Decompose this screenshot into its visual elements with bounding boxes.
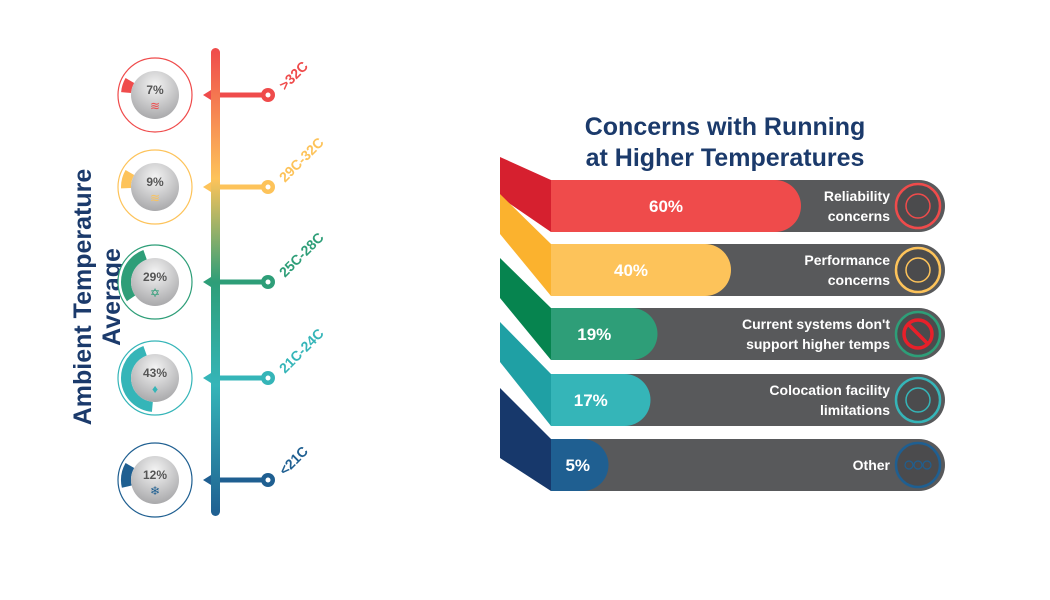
temperature-chart: 7% ≋ >32C 9% ≋ 29C-32C 29% ✡ 25C-28C 43% ♦ 21C-24C 1… bbox=[117, 48, 327, 518]
bar-fill bbox=[551, 308, 658, 360]
connector bbox=[220, 92, 264, 98]
dot bbox=[922, 460, 932, 470]
dot bbox=[913, 460, 923, 470]
connector bbox=[220, 279, 264, 285]
bar-category-label: Current systems don't bbox=[742, 316, 890, 332]
bar-value-label: 5% bbox=[565, 456, 590, 475]
value-disc bbox=[131, 354, 179, 402]
bar-value-label: 19% bbox=[577, 325, 611, 344]
bar-value-label: 40% bbox=[614, 261, 648, 280]
timeline-bar bbox=[211, 48, 220, 516]
bar-category-label: concerns bbox=[828, 208, 890, 224]
value-disc bbox=[131, 258, 179, 306]
handshake-icon bbox=[894, 182, 942, 230]
ribbon-fold bbox=[500, 157, 551, 232]
value-label: 9% bbox=[146, 175, 164, 189]
pointer-arrow bbox=[203, 373, 211, 383]
bar-category-label: concerns bbox=[828, 272, 890, 288]
ribbon-fold bbox=[500, 388, 551, 491]
bar-track bbox=[551, 374, 945, 426]
bar-fill bbox=[551, 244, 731, 296]
value-disc bbox=[131, 71, 179, 119]
prohibit-circle bbox=[902, 318, 934, 350]
title-line-2: at Higher Temperatures bbox=[585, 144, 865, 172]
water-drop-icon: ♦ bbox=[152, 382, 158, 396]
bar-category-label: Reliability bbox=[824, 188, 890, 204]
more-dots-icon bbox=[894, 441, 942, 489]
bar-track bbox=[551, 439, 945, 491]
icon-glyph bbox=[905, 387, 931, 413]
connector bbox=[220, 184, 264, 190]
factory-thermometer-icon bbox=[894, 376, 942, 424]
bar-category-label: support higher temps bbox=[746, 336, 890, 352]
icon-glyph bbox=[905, 193, 931, 219]
temperature-range-label: 21C-24C bbox=[276, 325, 327, 376]
bar-value-label: 60% bbox=[649, 197, 683, 216]
value-label: 12% bbox=[143, 468, 167, 482]
percentage-arc bbox=[121, 463, 135, 488]
pointer-arrow bbox=[203, 277, 211, 287]
pointer-arrow bbox=[203, 90, 211, 100]
value-disc bbox=[131, 456, 179, 504]
pin-hole bbox=[265, 279, 271, 285]
connector bbox=[220, 477, 264, 483]
sun-icon: ✡ bbox=[150, 286, 160, 300]
ribbon-fold bbox=[500, 258, 551, 360]
percentage-arc bbox=[121, 346, 154, 412]
bar-category-label: Other bbox=[853, 457, 891, 473]
pin-hole bbox=[265, 184, 271, 190]
prohibit-slash bbox=[906, 322, 930, 346]
no-server-icon bbox=[894, 310, 942, 358]
percentage-arc bbox=[121, 250, 148, 302]
pin-hole bbox=[265, 477, 271, 483]
temperature-range-label: <21C bbox=[276, 443, 311, 478]
bar-fill bbox=[551, 374, 651, 426]
ribbon-fold bbox=[500, 322, 551, 426]
bar-fill bbox=[551, 439, 609, 491]
bar-category-label: limitations bbox=[820, 402, 890, 418]
speedometer-check-icon bbox=[894, 246, 942, 294]
bar-value-label: 17% bbox=[574, 391, 608, 410]
heat-waves-icon: ≋ bbox=[150, 99, 160, 113]
pointer-arrow bbox=[203, 182, 211, 192]
value-label: 29% bbox=[143, 270, 167, 284]
value-label: 43% bbox=[143, 366, 167, 380]
pin-hole bbox=[265, 375, 271, 381]
temperature-range-label: 25C-28C bbox=[276, 229, 327, 280]
connector bbox=[220, 375, 264, 381]
bar-track bbox=[551, 308, 945, 360]
snowflake-icon: ❄ bbox=[150, 484, 160, 498]
temperature-range-label: >32C bbox=[276, 58, 311, 93]
percentage-arc bbox=[121, 78, 135, 94]
value-label: 7% bbox=[146, 83, 164, 97]
temperature-range-label: 29C-32C bbox=[276, 134, 327, 185]
heat-waves-icon: ≋ bbox=[150, 191, 160, 205]
icon-glyph bbox=[905, 257, 931, 283]
bar-category-label: Performance bbox=[804, 252, 890, 268]
title-line-1: Concerns with Running bbox=[584, 113, 866, 141]
pointer-arrow bbox=[203, 475, 211, 485]
percentage-arc bbox=[121, 170, 135, 189]
chart-title: Concerns with Running at Higher Temperatu… bbox=[560, 112, 890, 174]
bar-category-label: Colocation facility bbox=[769, 382, 890, 398]
bar-fill bbox=[551, 180, 801, 232]
value-disc bbox=[131, 163, 179, 211]
pin-hole bbox=[265, 92, 271, 98]
bar-track bbox=[551, 244, 945, 296]
bar-track bbox=[551, 180, 945, 232]
dot bbox=[904, 460, 914, 470]
ribbon-fold bbox=[500, 194, 551, 296]
